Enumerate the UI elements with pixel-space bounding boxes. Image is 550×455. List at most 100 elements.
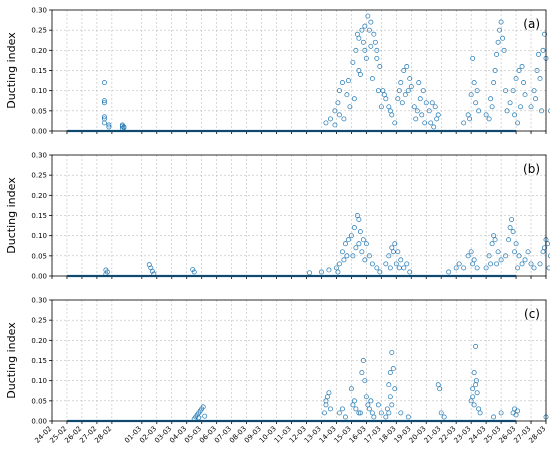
data-point xyxy=(390,249,396,255)
data-point xyxy=(504,108,510,114)
data-point xyxy=(423,100,429,106)
data-point xyxy=(351,225,357,231)
data-point xyxy=(365,13,371,19)
data-point xyxy=(392,120,398,126)
data-point xyxy=(429,100,435,106)
data-point xyxy=(428,120,434,126)
data-point xyxy=(515,408,521,414)
data-point xyxy=(196,415,202,421)
data-point xyxy=(404,261,410,267)
data-point xyxy=(377,269,383,275)
data-point xyxy=(537,76,543,82)
data-point xyxy=(371,31,377,37)
data-point xyxy=(378,104,384,110)
data-point xyxy=(476,406,482,412)
data-point xyxy=(542,31,547,37)
y-tick-label: 0.20 xyxy=(31,47,47,55)
data-point xyxy=(319,269,324,275)
data-point xyxy=(408,84,414,90)
data-point xyxy=(398,80,404,86)
data-point xyxy=(431,124,437,130)
data-point xyxy=(419,112,425,118)
data-point xyxy=(491,80,497,86)
data-point xyxy=(453,265,459,271)
data-point xyxy=(483,112,489,118)
data-point xyxy=(546,265,550,271)
data-point xyxy=(363,55,369,61)
data-point xyxy=(101,120,107,126)
data-point xyxy=(501,47,507,53)
data-point xyxy=(326,390,332,396)
plot-frame xyxy=(51,299,547,422)
data-point xyxy=(342,414,348,420)
data-point xyxy=(435,112,441,118)
data-point xyxy=(503,88,509,94)
y-tick-label: 0.05 xyxy=(31,252,47,260)
data-point xyxy=(389,112,395,118)
y-axis-label: Ducting index xyxy=(5,322,18,399)
data-point xyxy=(327,406,333,412)
y-tick-label: 0.30 xyxy=(31,152,47,160)
data-point xyxy=(371,414,377,420)
data-point xyxy=(345,237,351,243)
data-point xyxy=(348,386,354,392)
y-tick-label: 0.30 xyxy=(31,7,47,15)
data-point xyxy=(519,64,525,69)
data-point xyxy=(396,88,402,94)
data-point xyxy=(356,410,362,416)
data-point xyxy=(106,122,112,128)
data-point xyxy=(332,122,338,128)
data-point xyxy=(473,100,479,106)
data-point xyxy=(369,410,375,416)
data-point xyxy=(374,47,380,53)
data-point xyxy=(191,269,197,275)
data-point xyxy=(336,410,342,416)
data-point xyxy=(539,108,544,114)
data-point xyxy=(498,19,504,25)
data-point xyxy=(471,257,477,263)
data-point xyxy=(356,35,362,41)
data-point xyxy=(386,104,392,110)
data-point xyxy=(471,402,477,408)
data-point xyxy=(366,253,372,259)
data-point xyxy=(516,253,522,259)
data-point xyxy=(470,386,476,392)
data-point xyxy=(341,257,347,263)
data-point xyxy=(383,414,389,420)
data-point xyxy=(389,402,395,408)
data-point xyxy=(407,269,413,275)
panel-label: (b) xyxy=(523,162,540,176)
data-point xyxy=(381,92,387,98)
data-point xyxy=(401,265,407,271)
data-point xyxy=(390,366,396,372)
y-tick-label: 0.10 xyxy=(31,232,47,240)
data-point xyxy=(359,27,365,33)
data-point xyxy=(377,64,383,69)
data-point xyxy=(356,68,362,73)
data-point xyxy=(507,100,513,106)
data-point xyxy=(326,267,332,273)
data-point xyxy=(531,265,537,271)
data-point xyxy=(492,68,498,73)
data-point xyxy=(540,249,546,255)
data-point xyxy=(351,96,357,102)
data-point xyxy=(389,245,395,251)
data-point xyxy=(470,261,476,267)
panel-label: (c) xyxy=(524,307,540,321)
data-point xyxy=(537,261,543,267)
data-point xyxy=(360,358,366,363)
data-point xyxy=(491,414,497,420)
y-tick-label: 0.25 xyxy=(31,172,47,180)
data-point xyxy=(477,410,483,416)
data-point xyxy=(336,261,342,267)
data-point xyxy=(149,268,155,274)
data-point xyxy=(372,39,378,45)
data-point xyxy=(386,410,392,416)
data-point xyxy=(392,386,398,392)
data-point xyxy=(360,39,366,45)
y-tick-label: 0.20 xyxy=(31,337,47,345)
data-point xyxy=(435,382,441,388)
data-point xyxy=(321,410,327,416)
data-point xyxy=(521,80,526,86)
